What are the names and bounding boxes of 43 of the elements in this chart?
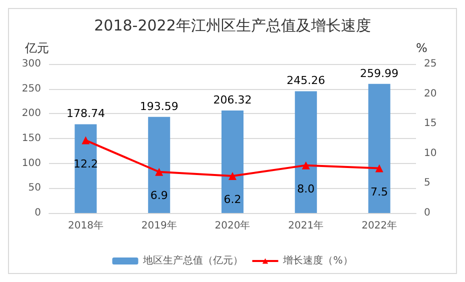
bar xyxy=(221,110,244,213)
y-tick-label: 300 xyxy=(22,58,41,70)
bar xyxy=(148,116,170,213)
x-tick-label: 2018年 xyxy=(68,220,104,232)
data-label: 206.32 xyxy=(213,94,252,107)
point xyxy=(155,168,164,176)
data-label: 259.99 xyxy=(360,66,399,80)
y2-tick-label: 15 xyxy=(424,118,437,130)
point xyxy=(302,161,310,170)
bar xyxy=(74,124,97,213)
chart-title: 2018-2022年江州区生产总值及增长速度 xyxy=(94,16,371,34)
x-tick-label: 2022年 xyxy=(362,220,398,232)
data-label: 193.59 xyxy=(140,100,178,113)
x-tick-label: 2021年 xyxy=(288,220,324,232)
point xyxy=(82,136,90,144)
data-label: 6.9 xyxy=(150,188,168,202)
point xyxy=(228,172,236,180)
y-tick-label: 0 xyxy=(34,208,41,218)
y-tick-label: 250 xyxy=(22,83,41,94)
bar xyxy=(368,84,390,213)
y-tick-label: 50 xyxy=(28,182,41,194)
data-label: 12.2 xyxy=(73,157,98,170)
data-label: 8.0 xyxy=(297,182,315,196)
data-label: 7.5 xyxy=(370,185,388,198)
y2-tick-label: 10 xyxy=(424,148,437,159)
y2-tick-label: 5 xyxy=(424,178,430,189)
y2-tick-label: 0 xyxy=(424,208,430,218)
y2-tick-label: 20 xyxy=(424,88,437,100)
x-tick-label: 2020年 xyxy=(214,220,250,232)
y2-tick-label: 25 xyxy=(424,58,437,70)
legend-label: 地区生产总值（亿元） xyxy=(142,254,244,266)
y-tick-label: 150 xyxy=(22,133,41,144)
legend-label: 增长速度（%） xyxy=(282,254,353,266)
x-tick-label: 2019年 xyxy=(141,220,177,232)
data-label: 178.74 xyxy=(66,107,105,120)
y2-axis-title: % xyxy=(416,41,428,55)
y-tick-label: 100 xyxy=(22,158,41,169)
data-label: 245.26 xyxy=(286,74,326,88)
y-axis-title: 亿元 xyxy=(24,41,49,55)
bar xyxy=(294,91,317,213)
data-label: 6.2 xyxy=(224,193,242,206)
point xyxy=(375,164,384,172)
y-tick-label: 200 xyxy=(22,108,41,120)
